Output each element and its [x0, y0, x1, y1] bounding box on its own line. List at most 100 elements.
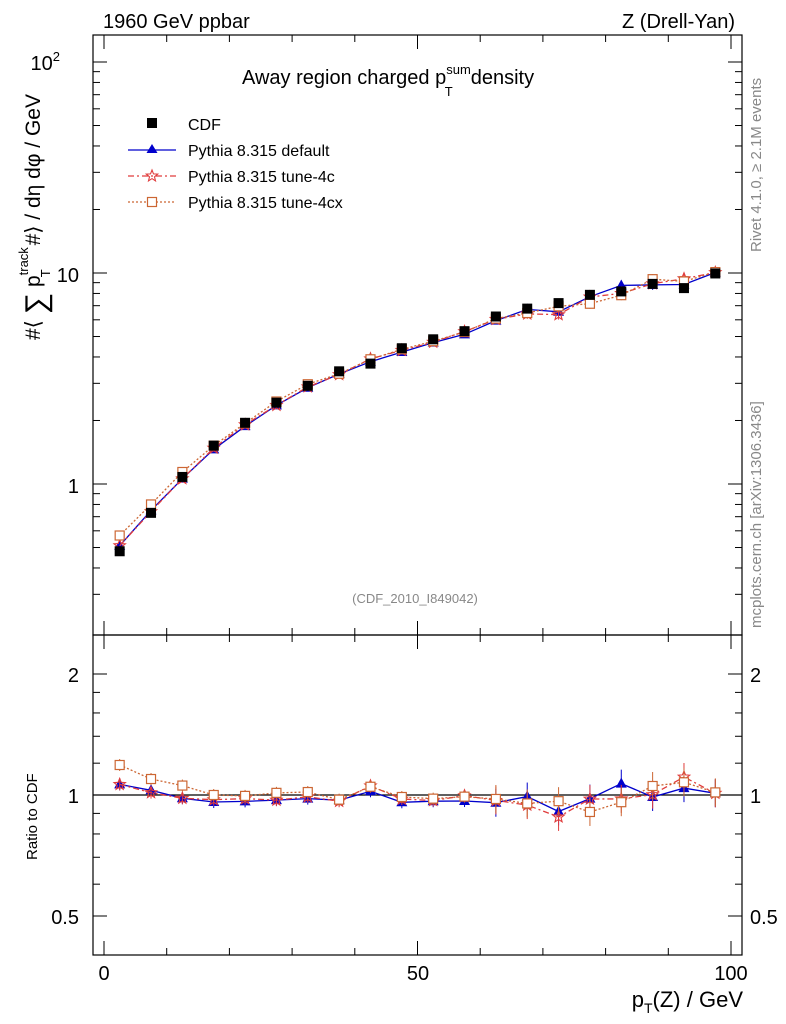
ratio-tune4cx-point-16	[616, 797, 627, 808]
legend: CDF Pythia 8.315 default Pythia 8.315 tu…	[128, 117, 343, 212]
x-tick-labels: 0 50 100	[98, 963, 747, 985]
y-axis-label-text: #⟨ ∑ ptrack T #⟩ / dη dφ / GeV	[16, 94, 53, 340]
ratio-tick-1-left: 1	[68, 786, 79, 808]
ratio-tune4cx-point-5	[271, 787, 282, 798]
main-cdf-point-12	[490, 311, 501, 322]
legend-label-default: Pythia 8.315 default	[188, 143, 330, 160]
ratio-tune4cx-point-12	[490, 793, 501, 805]
ratio-tune4cx-point-9	[396, 791, 407, 803]
analysis-id: (CDF_2010_I849042)	[352, 591, 478, 606]
series-tune4c	[112, 265, 723, 552]
ratio-tune4cx-point-10	[428, 793, 439, 804]
legend-item-tune4c: Pythia 8.315 tune-4c	[128, 168, 335, 186]
legend-item-default: Pythia 8.315 default	[128, 143, 330, 160]
series-tune4cx	[114, 266, 721, 541]
main-cdf-point-6	[302, 380, 313, 391]
title-main: Away region charged p	[242, 67, 446, 89]
ratio-tune4cx-point-4	[239, 790, 251, 801]
main-series	[112, 265, 723, 557]
process-label: Z (Drell-Yan)	[622, 11, 735, 33]
legend-label-cdf: CDF	[188, 117, 221, 134]
line-tune4cx	[119, 271, 716, 536]
legend-item-tune4cx: Pythia 8.315 tune-4cx	[128, 195, 343, 212]
main-tune4c-point-14	[551, 307, 566, 321]
main-cdf-point-16	[616, 286, 627, 297]
ratio-tune4c-point-1	[143, 785, 159, 799]
main-tune4cx-point-0	[114, 530, 125, 541]
main-cdf-point-18	[678, 283, 689, 294]
main-cdf-point-0	[114, 546, 125, 557]
ratio-tune4cx-point-18	[678, 777, 690, 788]
main-cdf-point-1	[146, 507, 157, 518]
ratio-tune4c-point-0	[112, 776, 127, 791]
x-tick-0: 0	[98, 963, 109, 985]
y-tick-100: 102	[31, 49, 60, 75]
y-tick-10: 10	[57, 265, 79, 287]
main-cdf-point-17	[647, 278, 658, 289]
ratio-line-default	[119, 782, 716, 813]
ratio-line-tune4c	[119, 776, 716, 818]
main-cdf-point-13	[522, 303, 533, 314]
ratio-tick-0.5-right: 0.5	[750, 907, 778, 929]
mcplots-label: mcplots.cern.ch [arXiv:1306.3436]	[748, 401, 765, 628]
main-cdf-point-2	[177, 471, 188, 482]
legend-marker-default	[146, 144, 158, 153]
ratio-tick-labels: 0.5 1 2 0.5 1 2	[51, 665, 778, 929]
y-tick-1: 1	[68, 476, 79, 498]
main-cdf-point-7	[334, 366, 345, 377]
ratio-tune4c	[112, 763, 723, 831]
ratio-tune4cx-point-11	[459, 791, 470, 802]
ratio-tune4cx-point-14	[553, 796, 564, 807]
ratio-tick-2-right: 2	[750, 665, 761, 687]
ratio-y-label: Ratio to CDF	[24, 773, 41, 860]
title-tail: density	[471, 67, 534, 89]
ratio-tune4cx-point-15	[584, 806, 596, 818]
line-tune4c	[119, 271, 716, 547]
x-axis-label: pT(Z) / GeV	[632, 987, 744, 1016]
ratio-tune4cx-point-3	[208, 789, 219, 801]
ratio-tune4cx	[114, 759, 721, 826]
ratio-tune4cx-point-17	[647, 780, 658, 792]
main-cdf-point-4	[240, 417, 251, 428]
ratio-tune4cx-point-0	[114, 759, 125, 771]
rivet-version: Rivet 4.1.0, ≥ 2.1M events	[748, 78, 765, 252]
series-default	[114, 266, 721, 550]
title-sup: sum	[446, 62, 471, 77]
ratio-tune4c-point-5	[269, 792, 284, 807]
main-cdf-point-10	[428, 334, 439, 345]
ratio-tick-0.5-left: 0.5	[51, 907, 79, 929]
ratio-tune4cx-point-19	[710, 787, 721, 798]
main-cdf-point-15	[584, 289, 595, 300]
ratio-tune4cx-point-6	[302, 786, 313, 798]
main-cdf-point-19	[710, 268, 721, 279]
legend-marker-cdf	[147, 118, 157, 128]
y-tick-labels: 1 10 102	[31, 49, 79, 498]
series-cdf	[114, 268, 721, 557]
ratio-tune4cx-point-2	[177, 780, 188, 791]
ratio-tune4cx-point-13	[522, 798, 533, 809]
main-cdf-point-5	[271, 397, 282, 408]
ratio-tick-2-left: 2	[68, 665, 79, 687]
ratio-default-point-16	[615, 777, 627, 788]
ratio-tune4cx-point-7	[334, 794, 345, 805]
x-tick-50: 50	[407, 963, 429, 985]
legend-item-cdf: CDF	[147, 117, 221, 134]
ratio-tune4c-point-14	[551, 809, 566, 824]
ratio-line-tune4cx	[119, 764, 716, 813]
ratio-tick-1-right: 1	[750, 786, 761, 808]
ratio-tune4c-point-2	[175, 790, 190, 805]
legend-marker-tune4c	[144, 168, 160, 183]
main-cdf-point-8	[365, 358, 376, 369]
collider-label: 1960 GeV ppbar	[103, 11, 250, 33]
main-cdf-point-3	[208, 440, 219, 451]
ratio-tune4cx-point-8	[365, 781, 376, 792]
main-tune4cx-point-15	[584, 298, 596, 309]
legend-label-tune4cx: Pythia 8.315 tune-4cx	[188, 195, 343, 212]
plot-title: Away region charged psum Tdensity	[242, 62, 534, 99]
title-sub: T	[445, 84, 453, 99]
main-cdf-point-9	[396, 343, 407, 354]
y-axis-label: #⟨ ∑ ptrack T #⟩ / dη dφ / GeV	[16, 94, 53, 340]
ratio-tune4cx-point-1	[145, 773, 157, 785]
